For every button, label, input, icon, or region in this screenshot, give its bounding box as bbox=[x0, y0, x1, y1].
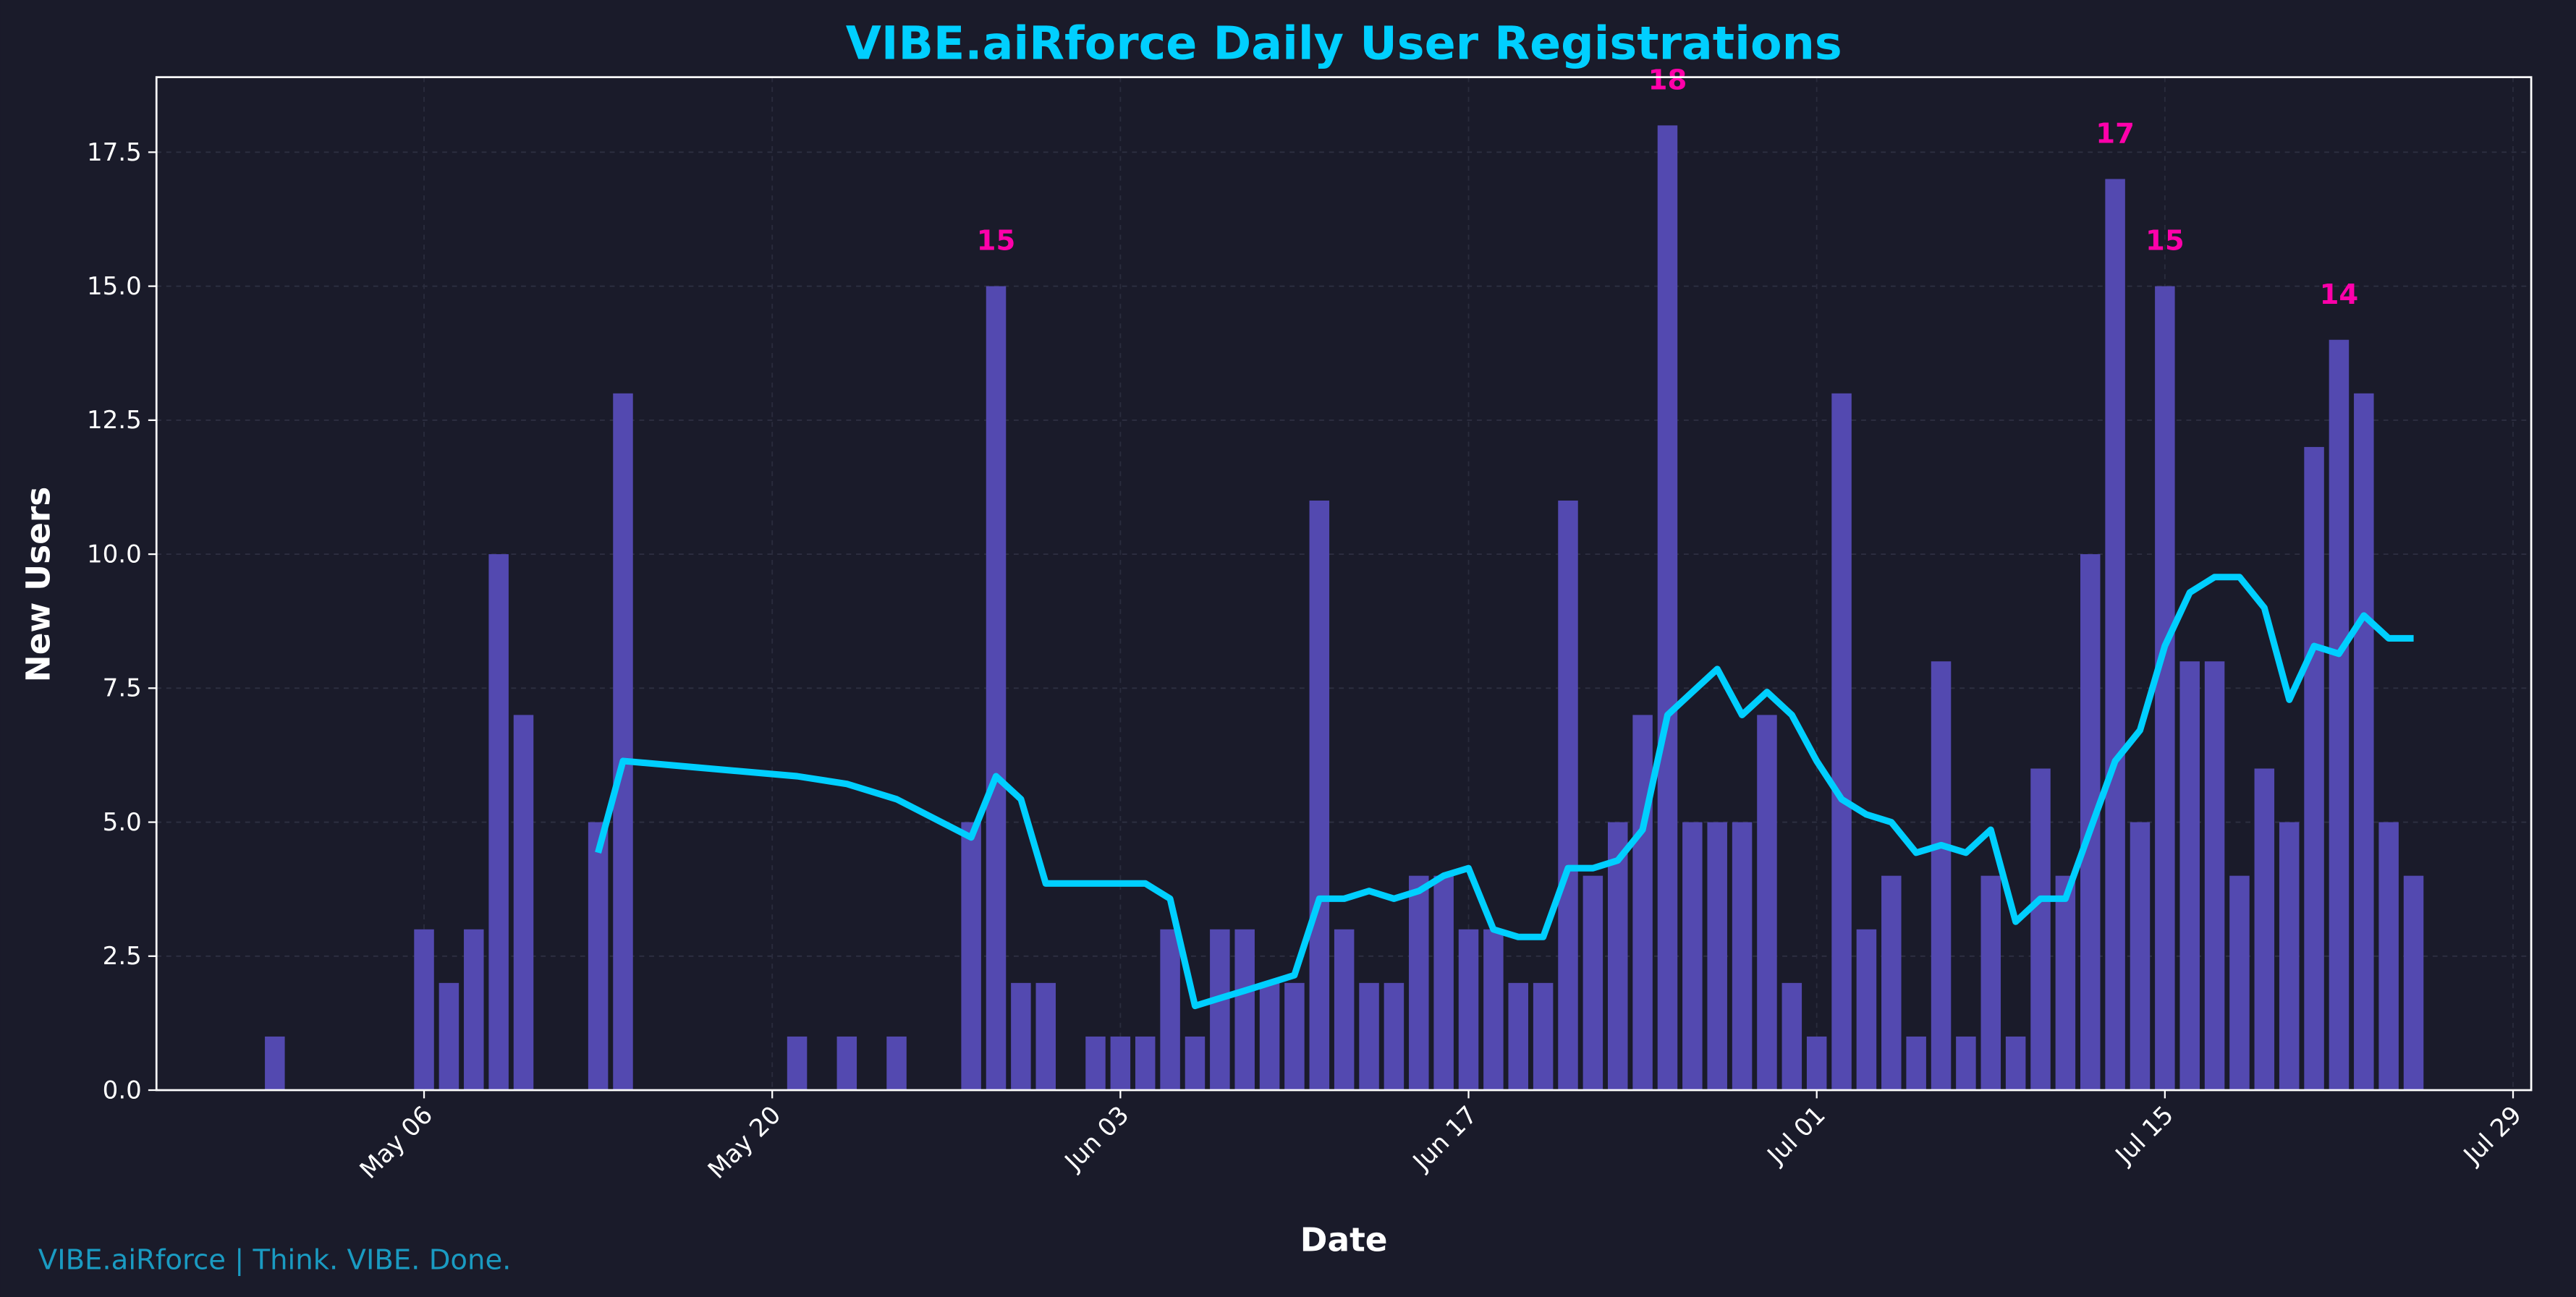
bar bbox=[1856, 929, 1877, 1091]
bar bbox=[961, 822, 981, 1091]
annotations: 15 18 17 15 14 bbox=[977, 64, 2359, 310]
bar bbox=[1583, 875, 1603, 1091]
bar bbox=[986, 286, 1007, 1091]
bar bbox=[1757, 715, 1777, 1091]
bar bbox=[2055, 875, 2076, 1091]
y-tick-label: 5.0 bbox=[103, 808, 142, 837]
bar bbox=[1409, 875, 1429, 1091]
bar bbox=[2354, 393, 2374, 1091]
bar bbox=[1980, 875, 2001, 1091]
data-label: 15 bbox=[977, 225, 1016, 258]
bar bbox=[1085, 1036, 1106, 1091]
bar bbox=[488, 554, 509, 1091]
bar bbox=[787, 1036, 808, 1091]
data-label: 15 bbox=[2145, 225, 2185, 258]
bar bbox=[464, 929, 484, 1091]
bar bbox=[836, 1036, 857, 1091]
y-tick-label: 0.0 bbox=[103, 1076, 142, 1105]
bar bbox=[1458, 929, 1479, 1091]
bar bbox=[2030, 768, 2051, 1091]
bar bbox=[2304, 446, 2324, 1091]
bar bbox=[2005, 1036, 2026, 1091]
bar bbox=[2155, 286, 2175, 1091]
bar bbox=[1682, 822, 1703, 1091]
y-tick-label: 2.5 bbox=[103, 942, 142, 971]
y-axis-label: New Users bbox=[20, 487, 58, 682]
x-axis-label: Date bbox=[1300, 1220, 1388, 1259]
bar bbox=[2378, 822, 2399, 1091]
y-tick-label: 10.0 bbox=[87, 540, 142, 569]
bar bbox=[1234, 929, 1255, 1091]
bar bbox=[2329, 339, 2350, 1091]
bar bbox=[1558, 501, 1578, 1091]
bar bbox=[265, 1036, 285, 1091]
bar bbox=[1533, 982, 1554, 1091]
bar bbox=[613, 393, 633, 1091]
bar bbox=[1011, 982, 1031, 1091]
bar bbox=[1433, 875, 1454, 1091]
bar bbox=[1035, 982, 1056, 1091]
bar bbox=[1707, 822, 1727, 1091]
bar bbox=[886, 1036, 907, 1091]
bar bbox=[1831, 393, 1852, 1091]
rolling-average-line bbox=[595, 574, 2414, 1010]
bar bbox=[1732, 822, 1753, 1091]
bar bbox=[1259, 982, 1280, 1091]
data-label: 14 bbox=[2320, 278, 2359, 311]
bar bbox=[1160, 929, 1180, 1091]
bar bbox=[1185, 1036, 1206, 1091]
bar bbox=[1284, 982, 1305, 1091]
data-label: 18 bbox=[1648, 64, 1687, 96]
footer-text: VIBE.aiRforce | Think. VIBE. Done. bbox=[38, 1243, 512, 1276]
bar bbox=[1210, 929, 1230, 1091]
bar bbox=[1384, 982, 1404, 1091]
bar bbox=[2229, 875, 2250, 1091]
bar bbox=[1881, 875, 1902, 1091]
bar bbox=[588, 822, 609, 1091]
bar bbox=[1607, 822, 1628, 1091]
chart-title: VIBE.aiRforce Daily User Registrations bbox=[846, 17, 1842, 70]
bar bbox=[2105, 179, 2125, 1091]
data-label: 17 bbox=[2096, 118, 2135, 150]
bar bbox=[1956, 1036, 1976, 1091]
bar bbox=[1781, 982, 1802, 1091]
bar bbox=[2279, 822, 2300, 1091]
y-tick-label: 15.0 bbox=[87, 272, 142, 301]
bar bbox=[1508, 982, 1529, 1091]
bar bbox=[1806, 1036, 1827, 1091]
y-axis: 0.0 2.5 5.0 7.5 10.0 12.5 15.0 17.5 bbox=[87, 138, 157, 1105]
y-tick-label: 12.5 bbox=[87, 406, 142, 435]
bar bbox=[1334, 929, 1355, 1091]
bar bbox=[1359, 982, 1379, 1091]
bars bbox=[265, 125, 2424, 1091]
bar bbox=[2130, 822, 2151, 1091]
bar bbox=[1483, 929, 1504, 1091]
bar bbox=[438, 982, 459, 1091]
bar bbox=[1632, 715, 1653, 1091]
y-tick-label: 17.5 bbox=[87, 138, 142, 167]
bar bbox=[2179, 661, 2200, 1091]
bar bbox=[2254, 768, 2275, 1091]
bar bbox=[1657, 125, 1678, 1091]
y-tick-label: 7.5 bbox=[103, 674, 142, 703]
bar bbox=[414, 929, 434, 1091]
bar bbox=[1110, 1036, 1131, 1091]
bar bbox=[2204, 661, 2225, 1091]
bar bbox=[1906, 1036, 1926, 1091]
bar bbox=[1931, 661, 1952, 1091]
plot-frame bbox=[155, 76, 2533, 1092]
bar bbox=[1309, 501, 1330, 1091]
bar bbox=[513, 715, 534, 1091]
bar bbox=[2403, 875, 2424, 1091]
bar bbox=[1135, 1036, 1156, 1091]
rolling-average-series bbox=[595, 574, 2414, 1010]
